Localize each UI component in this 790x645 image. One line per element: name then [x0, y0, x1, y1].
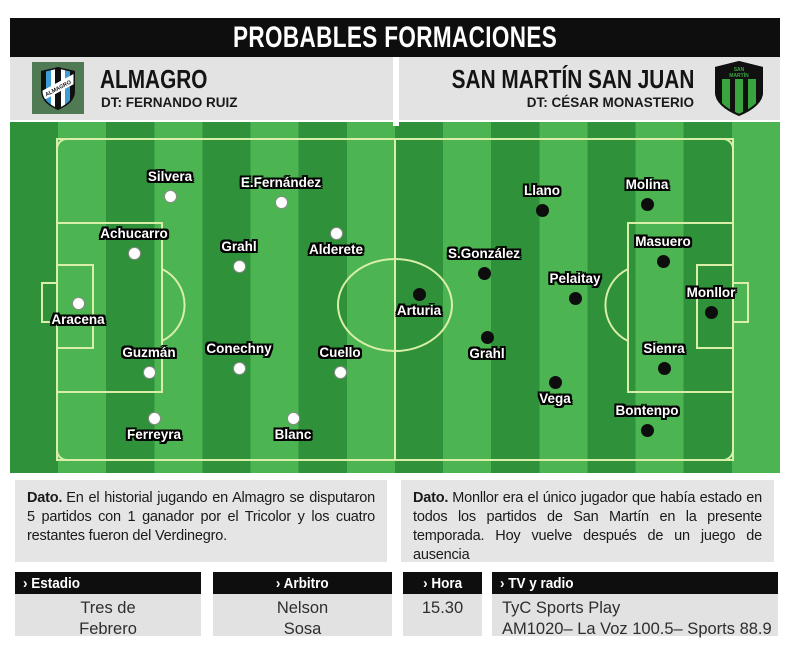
player-dot [333, 365, 347, 379]
player-label: Llano [524, 183, 560, 198]
player-dot [127, 246, 141, 260]
player-dot [163, 189, 177, 203]
title-bar: PROBABLES FORMACIONES [10, 18, 780, 57]
player-label: Conechny [206, 341, 272, 356]
player-label: Blanc [274, 427, 312, 442]
player-label: Arturia [396, 303, 442, 318]
fact-lead: Dato. [413, 490, 449, 506]
player-label: Alderete [308, 242, 364, 257]
player-dot [480, 330, 494, 344]
player-dot [657, 361, 671, 375]
header-divider [393, 57, 399, 120]
player-dot [477, 266, 491, 280]
player-dot [640, 423, 654, 437]
player-dot [704, 305, 718, 319]
player-dot [412, 287, 426, 301]
player-label: Molina [625, 177, 669, 192]
player-dot [147, 411, 161, 425]
home-team-dt: DT: FERNANDO RUIZ [101, 95, 238, 110]
player-label: Cuello [319, 345, 361, 360]
pitch-lines [41, 138, 749, 461]
player-label: Vega [539, 391, 571, 406]
player-label: Bontenpo [615, 403, 679, 418]
time-value: 15.30 [403, 594, 482, 636]
player-dot [568, 291, 582, 305]
player-label: Achucarro [100, 226, 168, 241]
player-dot [640, 197, 654, 211]
time-block: › Hora 15.30 [403, 572, 482, 636]
player-label: Masuero [635, 234, 691, 249]
player-label: S.González [447, 246, 521, 261]
san-martin-crest-icon: SAN MARTÍN [710, 59, 768, 123]
football-pitch: Silvera E.Fernández Achucarro Grahl Alderete… [10, 122, 780, 473]
info-line: AM1020– La Voz 100.5– Sports 88.9 [502, 620, 772, 638]
player-dot [232, 259, 246, 273]
tv-radio-value: TyC Sports Play AM1020– La Voz 100.5– Spo… [492, 594, 778, 638]
info-line: Tres de [80, 599, 136, 617]
teams-header: ALMAGRO ALMAGRO DT: FERNANDO RUIZ SAN MA… [10, 57, 780, 120]
fact-text: Monllor era el único jugador que había e… [413, 490, 762, 563]
fact-lead: Dato. [27, 490, 63, 506]
player-label: Pelaitay [549, 271, 601, 286]
svg-text:SAN: SAN [734, 67, 745, 73]
player-label: Ferreyra [126, 427, 182, 442]
almagro-crest-icon: ALMAGRO [32, 62, 84, 119]
away-team-dt: DT: CÉSAR MONASTERIO [526, 95, 694, 110]
stadium-block: › Estadio Tres de Febrero [15, 572, 201, 638]
player-dot [656, 254, 670, 268]
info-line: Sosa [283, 620, 322, 638]
page-title: PROBABLES FORMACIONES [232, 20, 558, 54]
referee-block: › Arbitro Nelson Sosa [213, 572, 392, 638]
info-line: 15.30 [421, 599, 464, 617]
time-header: › Hora [403, 572, 482, 594]
referee-value: Nelson Sosa [213, 594, 392, 638]
player-dot [232, 361, 246, 375]
player-label: Monllor [686, 285, 736, 300]
info-line: Febrero [79, 620, 137, 638]
player-dot [142, 365, 156, 379]
stadium-value: Tres de Febrero [15, 594, 201, 638]
home-fact-box: Dato. En el historial jugando en Almagro … [15, 480, 387, 562]
player-label: Grahl [469, 346, 505, 361]
tv-radio-block: › TV y radio TyC Sports Play AM1020– La V… [492, 572, 778, 638]
player-label: Silvera [147, 169, 193, 184]
away-team-name: SAN MARTÍN SAN JUAN [451, 64, 694, 94]
svg-text:MARTÍN: MARTÍN [729, 71, 749, 79]
player-dot [71, 296, 85, 310]
referee-header: › Arbitro [213, 572, 392, 594]
player-dot [274, 195, 288, 209]
player-dot [329, 226, 343, 240]
tv-radio-header: › TV y radio [492, 572, 778, 594]
player-dot [535, 203, 549, 217]
info-line: Nelson [276, 599, 329, 617]
player-label: E.Fernández [240, 175, 322, 190]
away-fact-box: Dato. Monllor era el único jugador que ha… [401, 480, 774, 563]
player-dot [286, 411, 300, 425]
player-dot [548, 375, 562, 389]
info-line: TyC Sports Play [502, 599, 621, 617]
player-label: Guzmán [122, 345, 176, 360]
fact-text: En el historial jugando en Almagro se di… [27, 490, 375, 544]
home-team-name: ALMAGRO [100, 64, 208, 94]
player-label: Sienra [643, 341, 685, 356]
player-label: Aracena [51, 312, 105, 327]
stadium-header: › Estadio [15, 572, 201, 594]
player-label: Grahl [221, 239, 257, 254]
pitch-top-notch [393, 122, 399, 126]
